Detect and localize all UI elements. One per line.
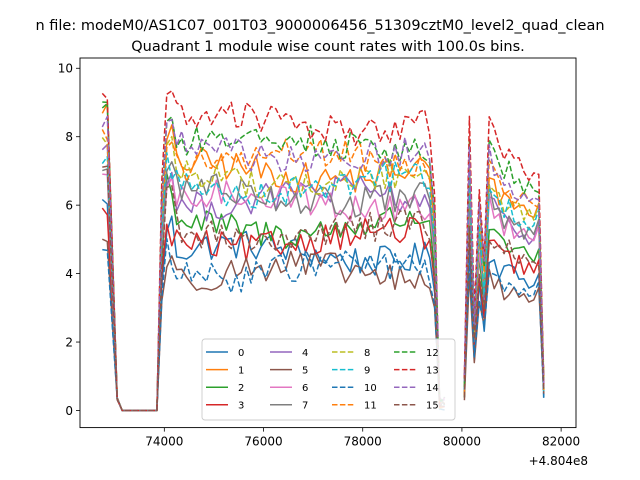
x-tick-label: 80000 xyxy=(443,435,481,449)
series-layer xyxy=(101,90,545,412)
legend-label-5: 5 xyxy=(302,365,308,376)
series-line-15 xyxy=(102,165,545,412)
y-axis: 0 2 4 6 8 10 xyxy=(58,62,80,418)
y-tick-label: 2 xyxy=(65,335,73,349)
legend-label-11: 11 xyxy=(364,401,377,412)
legend-label-8: 8 xyxy=(364,348,370,359)
legend-frame xyxy=(201,338,456,421)
legend-label-2: 2 xyxy=(238,383,244,394)
plot-frame xyxy=(79,57,577,429)
legend-label-15: 15 xyxy=(426,401,439,412)
legend-label-1: 1 xyxy=(238,365,244,376)
legend-label-6: 6 xyxy=(302,383,308,394)
legend-label-0: 0 xyxy=(238,348,244,359)
figure-suptitle: n file: modeM0/AS1C07_001T03_9000006456_… xyxy=(35,18,604,34)
legend-label-3: 3 xyxy=(238,401,244,412)
legend-label-10: 10 xyxy=(364,383,377,394)
legend-label-14: 14 xyxy=(426,383,439,394)
y-tick-label: 8 xyxy=(65,130,73,144)
legend-label-12: 12 xyxy=(426,348,439,359)
x-axis: 74000 76000 78000 80000 82000 xyxy=(145,427,580,449)
x-tick-label: 76000 xyxy=(244,435,282,449)
x-tick-label: 74000 xyxy=(145,435,183,449)
y-tick-label: 10 xyxy=(58,62,73,76)
legend-label-9: 9 xyxy=(364,365,370,376)
x-tick-label: 78000 xyxy=(344,435,382,449)
series-line-14 xyxy=(101,115,545,412)
x-offset-label: +4.804e8 xyxy=(529,454,588,468)
series-line-13 xyxy=(101,90,545,412)
legend-label-7: 7 xyxy=(302,401,308,412)
legend-label-4: 4 xyxy=(302,348,308,359)
legend-label-13: 13 xyxy=(426,365,439,376)
chart-title: Quadrant 1 module wise count rates with … xyxy=(131,39,525,55)
x-tick-label: 82000 xyxy=(542,435,580,449)
y-tick-label: 6 xyxy=(65,198,73,212)
y-tick-label: 4 xyxy=(65,267,73,281)
y-tick-label: 0 xyxy=(65,404,73,418)
